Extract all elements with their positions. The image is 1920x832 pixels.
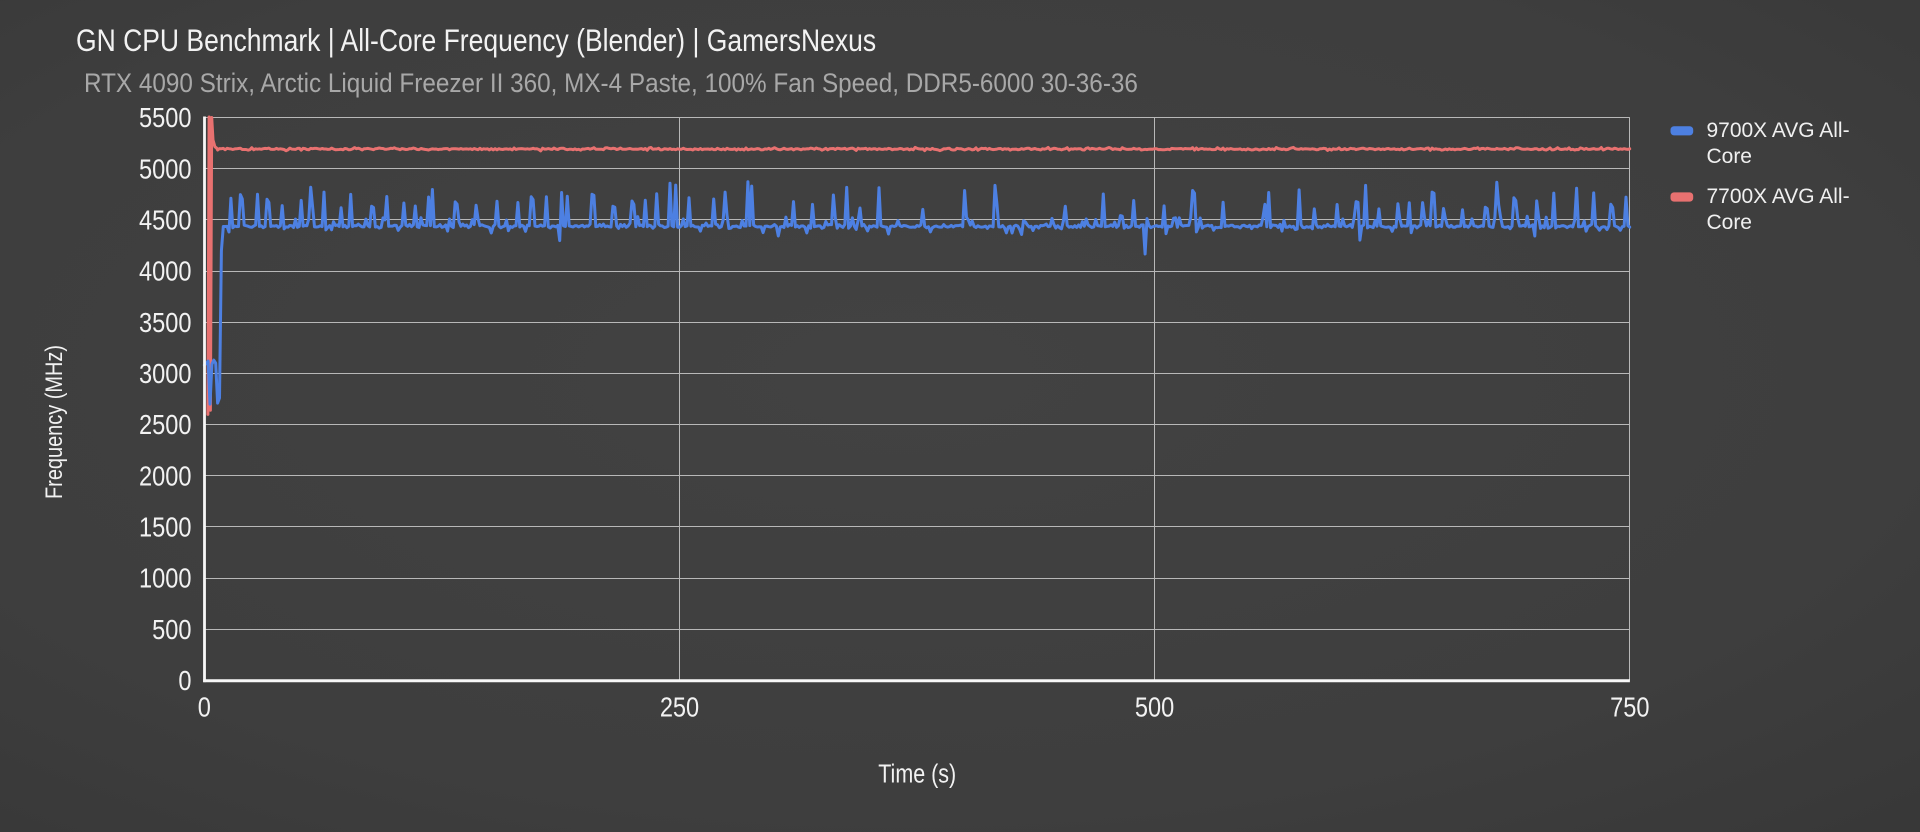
svg-text:7700X AVG All-: 7700X AVG All-	[1707, 184, 1850, 208]
svg-text:500: 500	[1135, 693, 1174, 723]
svg-text:0: 0	[198, 693, 211, 723]
svg-text:0: 0	[178, 666, 191, 696]
svg-text:1500: 1500	[139, 513, 191, 543]
svg-text:3500: 3500	[139, 308, 191, 338]
svg-text:1000: 1000	[139, 564, 191, 594]
svg-text:4000: 4000	[139, 257, 191, 287]
svg-text:5500: 5500	[139, 103, 191, 133]
svg-text:500: 500	[152, 615, 191, 645]
svg-text:2500: 2500	[139, 411, 191, 441]
svg-text:9700X AVG All-: 9700X AVG All-	[1707, 118, 1850, 142]
svg-text:Core: Core	[1707, 210, 1752, 234]
svg-text:750: 750	[1610, 693, 1649, 723]
svg-text:5000: 5000	[139, 155, 191, 185]
svg-text:4500: 4500	[139, 206, 191, 236]
svg-text:RTX 4090 Strix, Arctic Liquid: RTX 4090 Strix, Arctic Liquid Freezer II…	[84, 69, 1138, 98]
svg-text:GN CPU Benchmark | All-Core Fr: GN CPU Benchmark | All-Core Frequency (B…	[76, 24, 876, 59]
svg-text:Core: Core	[1707, 144, 1752, 168]
svg-text:Time (s): Time (s)	[878, 761, 956, 789]
svg-text:2000: 2000	[139, 462, 191, 492]
svg-text:Frequency (MHz): Frequency (MHz)	[40, 345, 67, 499]
svg-text:3000: 3000	[139, 359, 191, 389]
svg-text:250: 250	[660, 693, 699, 723]
